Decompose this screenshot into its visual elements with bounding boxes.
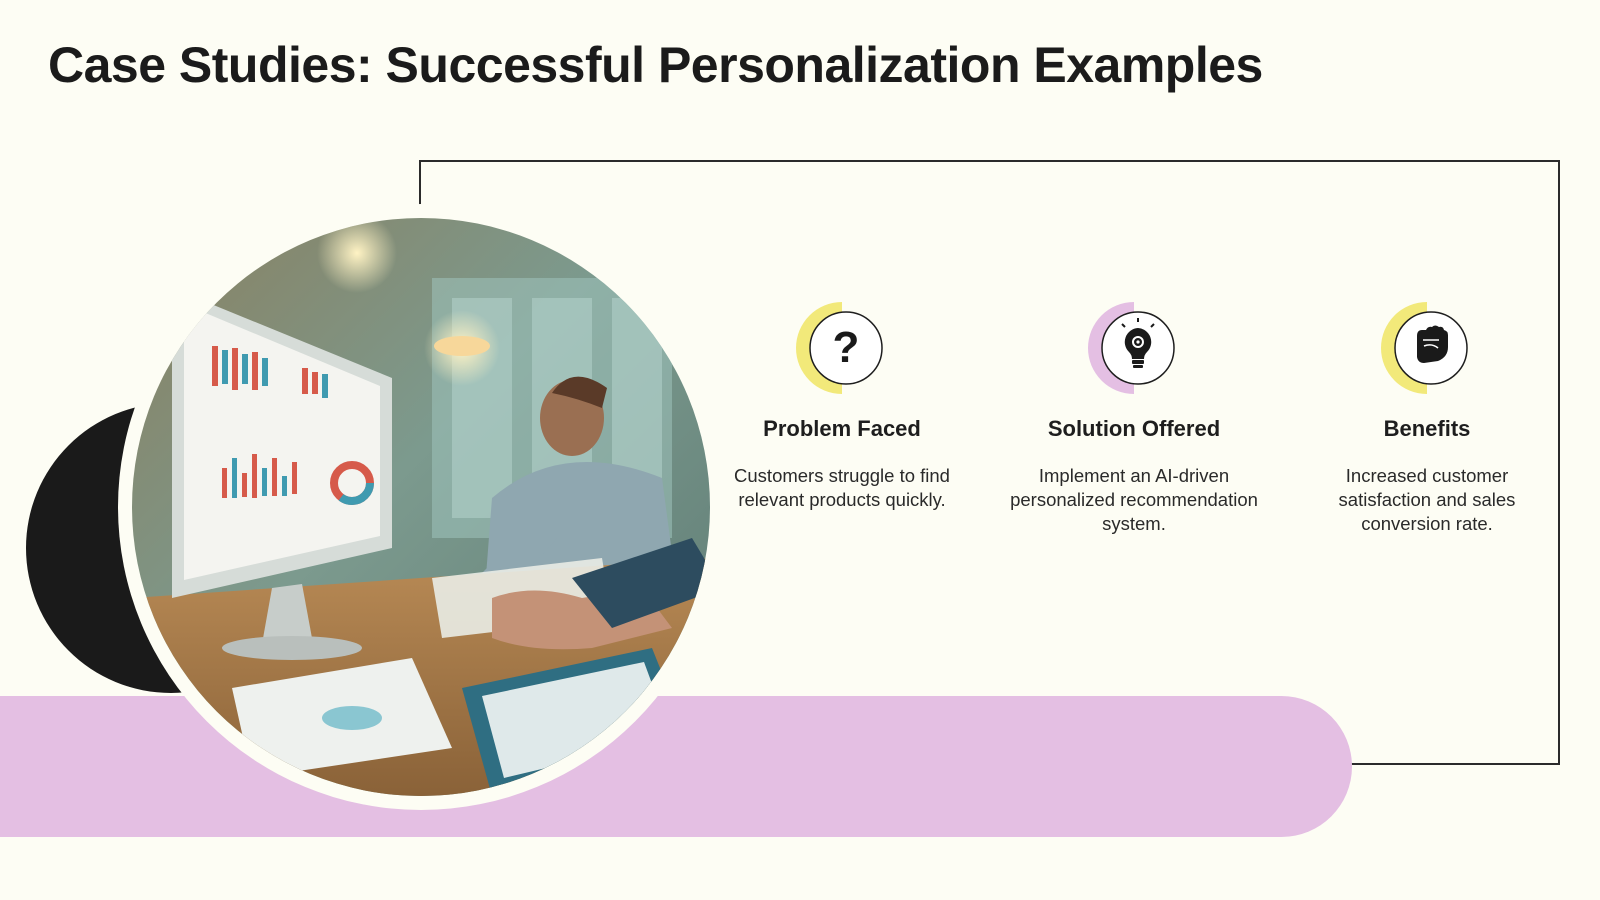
office-analytics-photo bbox=[132, 218, 710, 796]
case-column-solution: Solution Offered Implement an AI-driven … bbox=[984, 300, 1284, 536]
svg-text:?: ? bbox=[833, 323, 860, 372]
case-column-benefits: Benefits Increased customer satisfaction… bbox=[1277, 300, 1577, 536]
question-mark-icon: ? bbox=[833, 323, 860, 372]
problem-badge: ? bbox=[794, 300, 890, 396]
column-title: Problem Faced bbox=[763, 416, 921, 441]
page-title: Case Studies: Successful Personalization… bbox=[48, 37, 1263, 93]
column-description: Implement an AI-driven personalized reco… bbox=[1010, 465, 1258, 534]
solution-badge bbox=[1086, 300, 1182, 396]
column-description: Increased customer satisfaction and sale… bbox=[1338, 465, 1516, 534]
column-title: Solution Offered bbox=[1047, 416, 1221, 441]
column-description: Customers struggle to find relevant prod… bbox=[734, 465, 950, 510]
case-column-problem: ? Problem Faced Customers struggle to fi… bbox=[692, 300, 992, 512]
column-title: Benefits bbox=[1383, 416, 1471, 441]
raised-fist-icon bbox=[1417, 325, 1448, 363]
lightbulb-gear-icon bbox=[1121, 318, 1155, 368]
benefits-badge bbox=[1379, 300, 1475, 396]
